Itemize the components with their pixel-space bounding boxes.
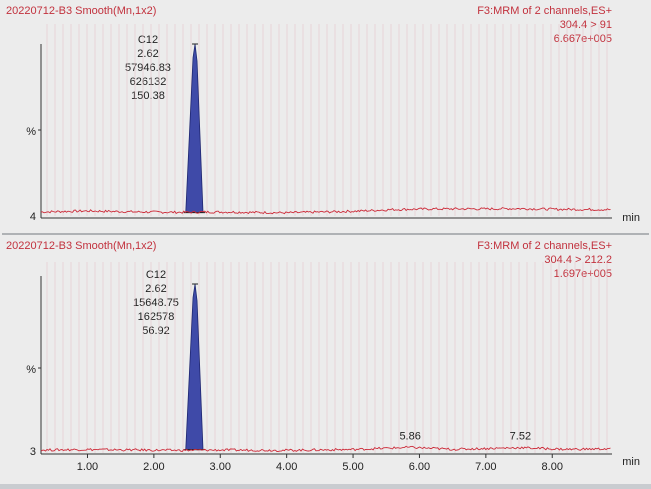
panel-1-peak-name: C12 xyxy=(138,34,158,46)
panel-1-peak-rt: 2.62 xyxy=(137,48,158,60)
panel-1: 20220712-B3 Smooth(Mn,1x2) F3:MRM of 2 c… xyxy=(6,5,640,224)
panel-2-peak-rt: 2.62 xyxy=(145,283,166,295)
panel-2-peak-sn: 56.92 xyxy=(142,325,170,337)
panel-2-channel: F3:MRM of 2 channels,ES+ xyxy=(477,240,612,252)
panel-2-peak-name: C12 xyxy=(146,269,166,281)
baseline-trace-2 xyxy=(40,445,611,452)
panel-2-peak-height: 15648.75 xyxy=(133,297,179,309)
minor-peak-label: 5.86 xyxy=(399,430,420,442)
marks-layer: 5.86 7.52 1.00 2.00 3.00 4.00 5.00 6.00 7.00 8.00 xyxy=(40,43,611,473)
panel-1-peak-height: 57946.83 xyxy=(125,62,171,74)
panel-1-peak-sn: 150.38 xyxy=(131,90,165,102)
x-tick-label: 6.00 xyxy=(409,461,430,473)
panel-2-peak-area: 162578 xyxy=(138,311,175,323)
panel-1-baseline-label: 4 xyxy=(30,211,36,223)
panel-1-peak-area: 626132 xyxy=(130,76,167,88)
grid-layer xyxy=(46,24,608,453)
panel-2-ylabel: % xyxy=(26,364,36,376)
x-tick-label: 8.00 xyxy=(542,461,563,473)
panel-1-title: 20220712-B3 Smooth(Mn,1x2) xyxy=(6,5,156,17)
x-tick-label: 1.00 xyxy=(77,461,98,473)
panel-2-baseline-label: 3 xyxy=(30,446,36,458)
panel-2-xlabel: min xyxy=(622,456,640,468)
panel-1-channel: F3:MRM of 2 channels,ES+ xyxy=(477,5,612,17)
panel-1-xlabel: min xyxy=(622,212,640,224)
panel-2: 20220712-B3 Smooth(Mn,1x2) F3:MRM of 2 c… xyxy=(6,240,640,468)
x-tick-label: 4.00 xyxy=(276,461,297,473)
x-tick-label: 2.00 xyxy=(143,461,164,473)
panel-2-title: 20220712-B3 Smooth(Mn,1x2) xyxy=(6,240,156,252)
panel-2-transition: 304.4 > 212.2 xyxy=(544,254,612,266)
x-tick-label: 7.00 xyxy=(475,461,496,473)
baseline-trace-1 xyxy=(40,207,611,215)
panel-1-ylabel: % xyxy=(26,126,36,138)
minor-peak-label: 7.52 xyxy=(510,431,531,443)
x-tick-label: 3.00 xyxy=(210,461,231,473)
panel-1-transition: 304.4 > 91 xyxy=(560,19,612,31)
x-tick-label: 5.00 xyxy=(342,461,363,473)
